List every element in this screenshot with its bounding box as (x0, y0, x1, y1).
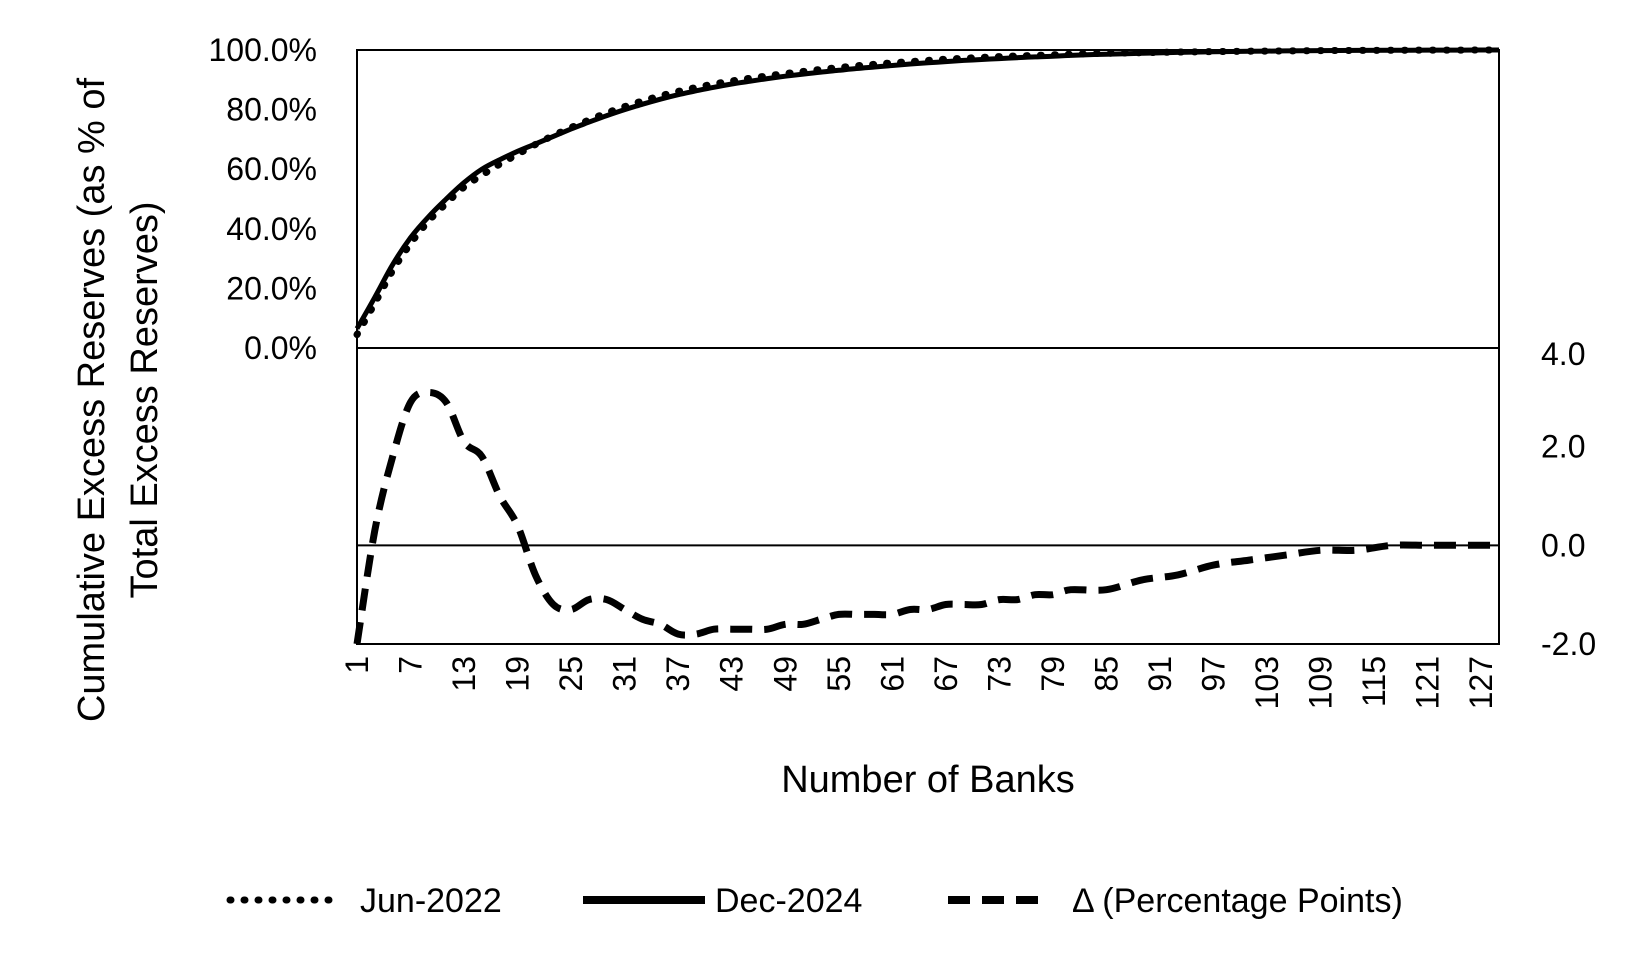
x-tick-label: 67 (928, 656, 964, 692)
y-axis-title-line2: Total Excess Reserves) (124, 201, 166, 598)
x-tick-label: 1 (339, 656, 375, 674)
lower-plot-frame (356, 347, 1500, 645)
left-axis-ticks: 0.0% 20.0% 40.0% 60.0% 80.0% 100.0% (208, 32, 317, 366)
x-tick-label: 127 (1463, 656, 1499, 709)
upper-plot-frame (356, 49, 1500, 349)
right-axis-ticks: -2.0 0.0 2.0 4.0 (1541, 336, 1596, 662)
legend-label-dec-2024: Dec-2024 (715, 882, 862, 920)
legend-label-delta: Δ (Percentage Points) (1072, 882, 1403, 920)
x-tick-label: 121 (1410, 656, 1446, 709)
right-tick-label: 2.0 (1541, 429, 1585, 465)
series-jun-2022-line (353, 46, 1503, 339)
x-tick-label: 85 (1088, 656, 1124, 692)
x-tick-label: 73 (981, 656, 1017, 692)
x-tick-label: 103 (1249, 656, 1285, 709)
x-axis-title: Number of Banks (781, 759, 1075, 801)
left-tick-label: 0.0% (244, 330, 317, 366)
x-axis-ticks: 1 7 13 19 25 31 37 43 49 55 61 67 73 79 85 91 97 103 109 11… (339, 656, 1499, 709)
x-tick-label: 97 (1196, 656, 1232, 692)
x-tick-label: 13 (446, 656, 482, 692)
right-tick-label: 4.0 (1541, 336, 1585, 372)
right-tick-label: -2.0 (1541, 626, 1596, 662)
x-tick-label: 19 (500, 656, 536, 692)
left-tick-label: 20.0% (226, 270, 317, 306)
x-tick-label: 91 (1142, 656, 1178, 692)
right-tick-label: 0.0 (1541, 527, 1585, 563)
legend-label-jun-2022: Jun-2022 (360, 882, 502, 920)
series-dec-2024-line (354, 47, 1500, 330)
series-delta-line (353, 388, 1499, 645)
x-tick-label: 115 (1356, 656, 1392, 707)
x-tick-label: 25 (553, 656, 589, 692)
left-tick-label: 40.0% (226, 211, 317, 247)
left-tick-label: 80.0% (226, 92, 317, 128)
x-tick-label: 61 (874, 656, 910, 692)
x-tick-label: 109 (1303, 656, 1339, 709)
x-tick-label: 55 (821, 656, 857, 692)
x-tick-label: 49 (767, 656, 803, 692)
x-tick-label: 79 (1035, 656, 1071, 692)
left-tick-label: 60.0% (226, 151, 317, 187)
legend: Jun-2022 Dec-2024 Δ (Percentage Points) (226, 882, 1403, 920)
x-tick-label: 31 (607, 656, 643, 692)
x-tick-label: 7 (393, 656, 429, 674)
x-tick-label: 37 (660, 656, 696, 692)
series-layer (353, 46, 1503, 645)
left-tick-label: 100.0% (208, 32, 317, 68)
y-axis-title-line1: Cumulative Excess Reserves (as % of (71, 78, 113, 723)
x-tick-label: 43 (714, 656, 750, 692)
